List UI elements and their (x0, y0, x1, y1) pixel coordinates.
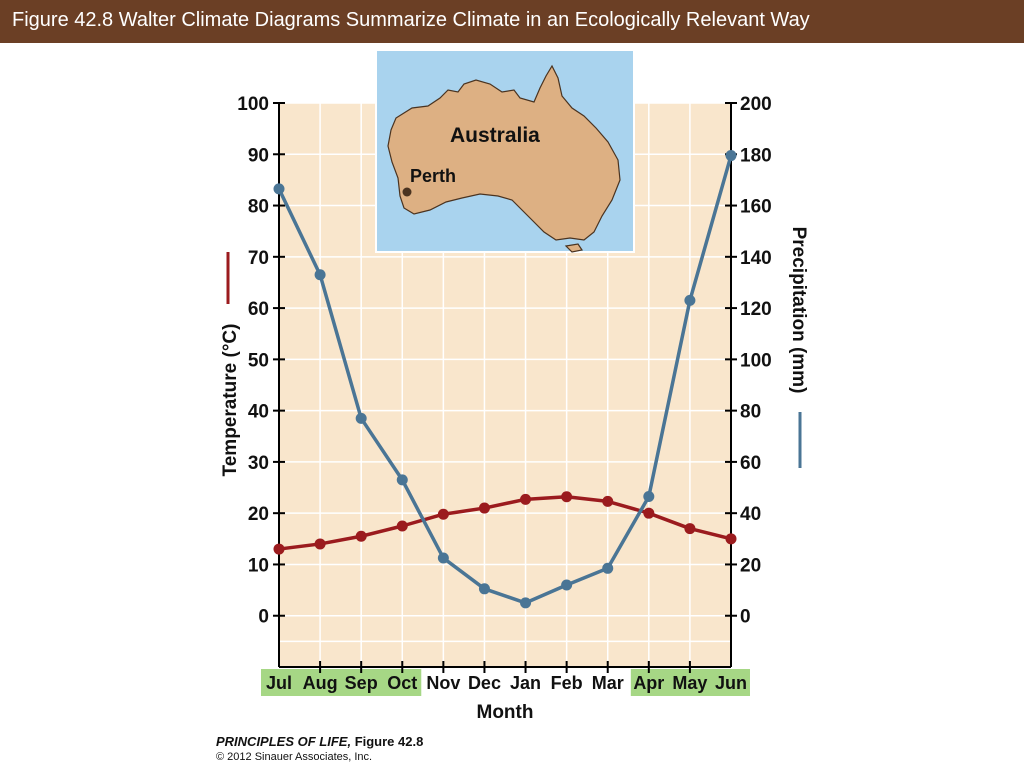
right-tick-label: 80 (740, 402, 761, 423)
month-highlight-block (261, 669, 422, 696)
temperature-point (355, 530, 367, 542)
temperature-point (478, 502, 490, 514)
perth-marker (402, 187, 412, 197)
month-labels: Jul Aug Sep Oct Nov Dec Jan Feb Mar Apr May Jun (266, 673, 747, 693)
precipitation-line (277, 155, 733, 605)
left-tick-label: 20 (248, 504, 269, 525)
left-tick-label: 0 (258, 607, 269, 628)
temperature-point (684, 523, 696, 535)
temperature-point (314, 538, 326, 550)
precipitation-point (314, 269, 326, 281)
precipitation-point (520, 597, 532, 609)
tick-labels: 0 10 20 30 40 50 60 70 80 90 100 0 20 40 60 80 100 120 140… (237, 94, 771, 628)
copyright-line: © 2012 Sinauer Associates, Inc. (216, 751, 373, 763)
right-axis-title: Precipitation (mm) (788, 227, 809, 394)
precipitation-point (478, 583, 490, 595)
left-tick-label: 50 (248, 350, 269, 371)
left-tick-label: 40 (248, 402, 269, 423)
right-tick-label: 200 (740, 94, 772, 115)
month-label: Sep (345, 673, 378, 693)
credit-figure: Figure 42.8 (351, 734, 424, 749)
figure-title: Figure 42.8 Walter Climate Diagrams Summ… (12, 9, 810, 31)
data-series (273, 150, 737, 609)
right-tick-label: 60 (740, 453, 761, 474)
precipitation-point (725, 150, 737, 162)
right-tick-label: 180 (740, 145, 772, 166)
x-axis-title: Month (477, 702, 534, 723)
map-city-label: Perth (410, 166, 456, 186)
tasmania-island (564, 243, 583, 253)
temperature-point (602, 495, 614, 507)
temperature-point (561, 491, 573, 503)
left-tick-label: 10 (248, 555, 269, 576)
left-tick-label: 60 (248, 299, 269, 320)
month-label: Dec (468, 673, 501, 693)
title-bar: Figure 42.8 Walter Climate Diagrams Summ… (0, 0, 1024, 43)
map-border (375, 49, 635, 253)
precipitation-point (396, 474, 408, 486)
month-highlight-block (630, 669, 750, 696)
left-tick-label: 100 (237, 94, 269, 115)
left-tick-label: 70 (248, 248, 269, 269)
temperature-point (437, 508, 449, 520)
right-tick-label: 20 (740, 555, 761, 576)
right-tick-label: 160 (740, 197, 772, 218)
credit-line: PRINCIPLES OF LIFE, Figure 42.8 (216, 734, 423, 749)
left-tick-label: 90 (248, 145, 269, 166)
month-label: Aug (303, 673, 338, 693)
axis-ticks (273, 102, 737, 673)
temperature-point (725, 533, 737, 545)
precipitation-point (355, 412, 367, 424)
precipitation-point (602, 562, 614, 574)
precipitation-point (437, 552, 449, 564)
left-tick-label: 30 (248, 453, 269, 474)
temperature-line (278, 495, 732, 551)
month-label: Mar (592, 673, 624, 693)
month-label: Feb (551, 673, 583, 693)
australia-continent (387, 64, 621, 241)
right-tick-label: 40 (740, 504, 761, 525)
credit-book: PRINCIPLES OF LIFE, (216, 734, 352, 749)
right-tick-label: 120 (740, 299, 772, 320)
inset-map: Australia Perth (375, 49, 635, 253)
month-label: Oct (387, 673, 417, 693)
right-tick-label: 140 (740, 248, 772, 269)
precipitation-point (561, 579, 573, 591)
precipitation-point (684, 294, 696, 306)
left-tick-label: 80 (248, 197, 269, 218)
map-continent-label: Australia (450, 124, 540, 147)
month-label: Jul (266, 673, 292, 693)
month-highlights (261, 669, 750, 696)
precipitation-point (273, 183, 285, 195)
month-label: Jan (510, 673, 541, 693)
left-axis-title-group: Temperature (°C) (220, 324, 241, 477)
month-label: Nov (426, 673, 460, 693)
temperature-point (643, 507, 655, 519)
right-axis-title-group: Precipitation (mm) (788, 227, 809, 394)
month-label: May (672, 673, 707, 693)
temperature-point (520, 493, 532, 505)
month-label: Apr (633, 673, 664, 693)
right-tick-label: 0 (740, 607, 751, 628)
month-label: Jun (715, 673, 747, 693)
right-tick-label: 100 (740, 350, 772, 371)
precipitation-point (643, 491, 655, 503)
left-axis-title: Temperature (°C) (220, 324, 241, 477)
temperature-point (396, 520, 408, 532)
temperature-point (273, 543, 285, 555)
